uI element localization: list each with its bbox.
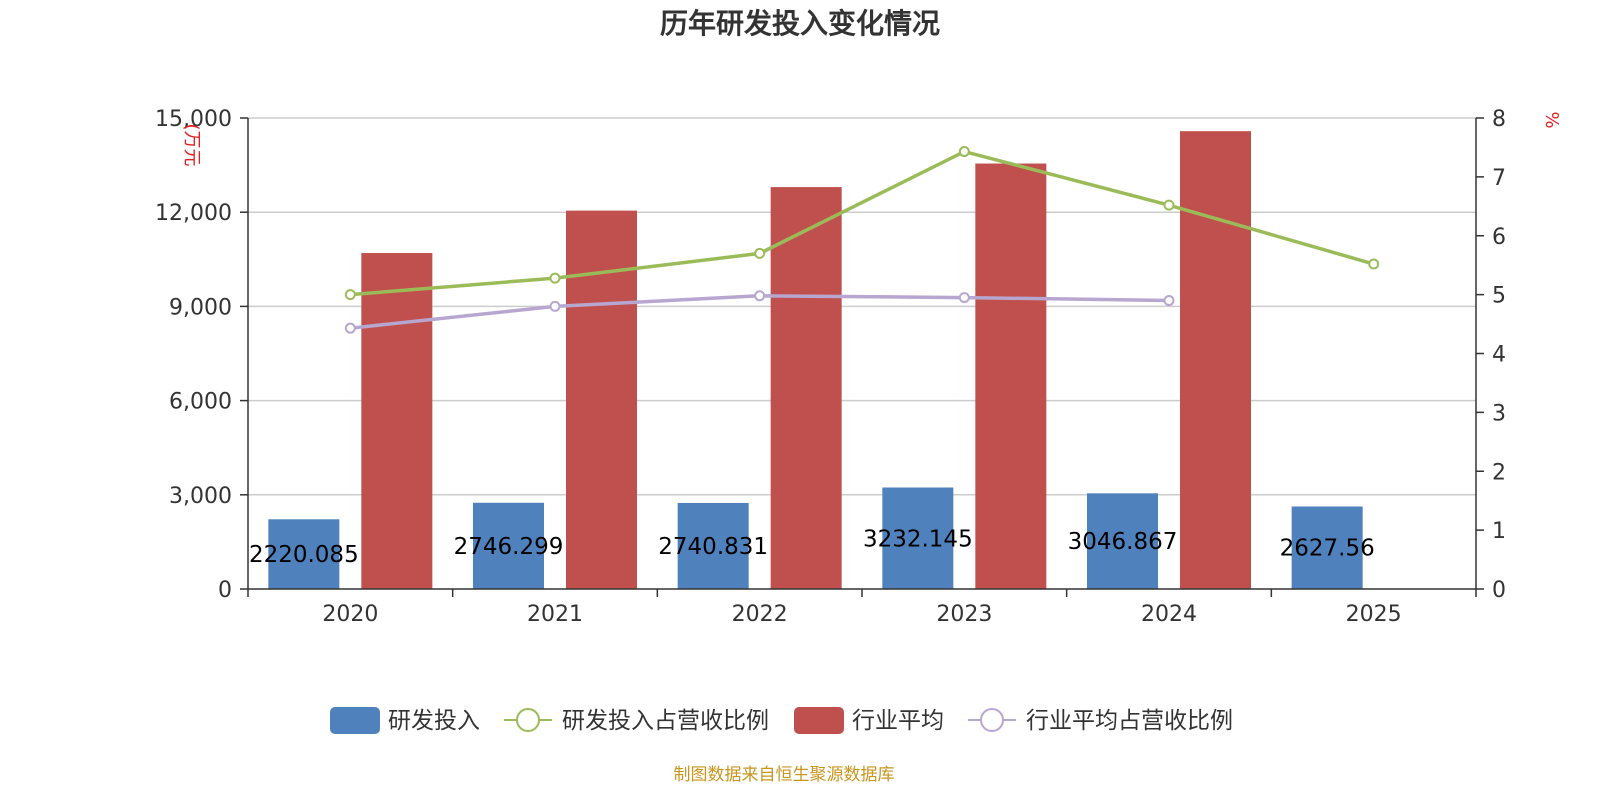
rd-investment-bar <box>882 487 954 589</box>
x-tick-label: 2021 <box>527 602 583 627</box>
right-tick-label: 2 <box>1492 460 1506 485</box>
legend-bar-swatch <box>330 707 380 734</box>
left-tick-label: 3,000 <box>169 484 232 509</box>
rd-ratio-line <box>350 149 1375 297</box>
rd-investment-bar <box>268 519 340 589</box>
line-group <box>344 146 1380 334</box>
left-tick-label: 0 <box>218 578 232 603</box>
left-tick-label: 6,000 <box>169 390 232 415</box>
rd-investment-data-label: 3232.145 <box>863 526 973 552</box>
rd-ratio-point <box>549 272 561 284</box>
industry-average-bar <box>566 210 637 589</box>
bar-labels: 2220.085 2746.299 2740.831 3232.145 3046.867… <box>249 526 1375 568</box>
rd-ratio-point <box>958 146 970 158</box>
x-tick-label: 2020 <box>322 602 378 627</box>
rd-investment-bar <box>473 502 544 589</box>
rd-investment-data-label: 3046.867 <box>1068 529 1178 555</box>
industry-ratio-point <box>549 300 561 312</box>
rd-ratio-point <box>344 289 356 301</box>
left-tick-label: 15,000 <box>155 107 232 132</box>
industry-ratio-point <box>754 290 766 302</box>
legend-label: 研发投入 <box>388 708 480 734</box>
left-tick-label: 9,000 <box>169 295 232 320</box>
right-tick-label: 1 <box>1492 519 1506 544</box>
right-tick-label: 0 <box>1492 578 1506 603</box>
x-tick-label: 2024 <box>1141 602 1197 627</box>
industry-average-bar <box>1180 131 1251 590</box>
legend-bar-swatch <box>794 707 844 734</box>
x-tick-label: 2022 <box>732 602 788 627</box>
industry-average-bar <box>361 253 433 589</box>
right-axis-unit: % <box>1541 111 1562 128</box>
legend-label: 研发投入占营收比例 <box>562 708 769 734</box>
industry-average-bar <box>975 163 1047 589</box>
x-tick-label: 2023 <box>936 602 992 627</box>
rd-investment-bar <box>677 502 749 589</box>
right-tick-label: 6 <box>1492 225 1506 250</box>
right-tick-label: 5 <box>1492 284 1506 309</box>
rd-investment-bar <box>1087 493 1158 589</box>
rd-ratio-point <box>1163 199 1175 211</box>
chart-title: 历年研发投入变化情况 <box>660 7 940 40</box>
axes: 0 3,000 6,000 9,000 12,000 15,000 0 1 2 3 4 5 6 7 8 202… <box>155 107 1506 627</box>
left-tick-label: 12,000 <box>155 201 232 226</box>
right-tick-label: 4 <box>1492 343 1506 368</box>
rd-investment-data-label: 2746.299 <box>454 534 564 560</box>
bar-group <box>268 131 1363 590</box>
legend-label: 行业平均 <box>852 708 944 734</box>
right-tick-label: 3 <box>1492 401 1506 426</box>
rd-investment-data-label: 2627.56 <box>1280 536 1375 562</box>
rd-ratio-point <box>1368 258 1380 270</box>
industry-ratio-point <box>958 292 970 304</box>
legend-marker-swatch <box>980 708 1004 732</box>
industry-average-bar <box>770 187 842 589</box>
left-axis-unit: (万元 <box>181 123 202 166</box>
rd-investment-data-label: 2220.085 <box>249 542 359 568</box>
right-tick-label: 8 <box>1492 107 1506 132</box>
rd-investment-data-label: 2740.831 <box>658 534 768 560</box>
x-tick-label: 2025 <box>1346 602 1402 627</box>
data-source-note: 制图数据来自恒生聚源数据库 <box>674 765 895 785</box>
legend-marker-swatch <box>516 708 540 732</box>
right-tick-label: 7 <box>1492 166 1506 191</box>
rd-ratio-point <box>754 247 766 259</box>
legend: 研发投入 研发投入占营收比例 行业平均 行业平均占营收比例 <box>330 707 1233 734</box>
grid-lines <box>248 117 1476 496</box>
legend-label: 行业平均占营收比例 <box>1026 708 1233 734</box>
rd-investment-bar <box>1291 506 1363 589</box>
industry-ratio-point <box>1163 295 1175 307</box>
industry-ratio-point <box>344 322 356 334</box>
